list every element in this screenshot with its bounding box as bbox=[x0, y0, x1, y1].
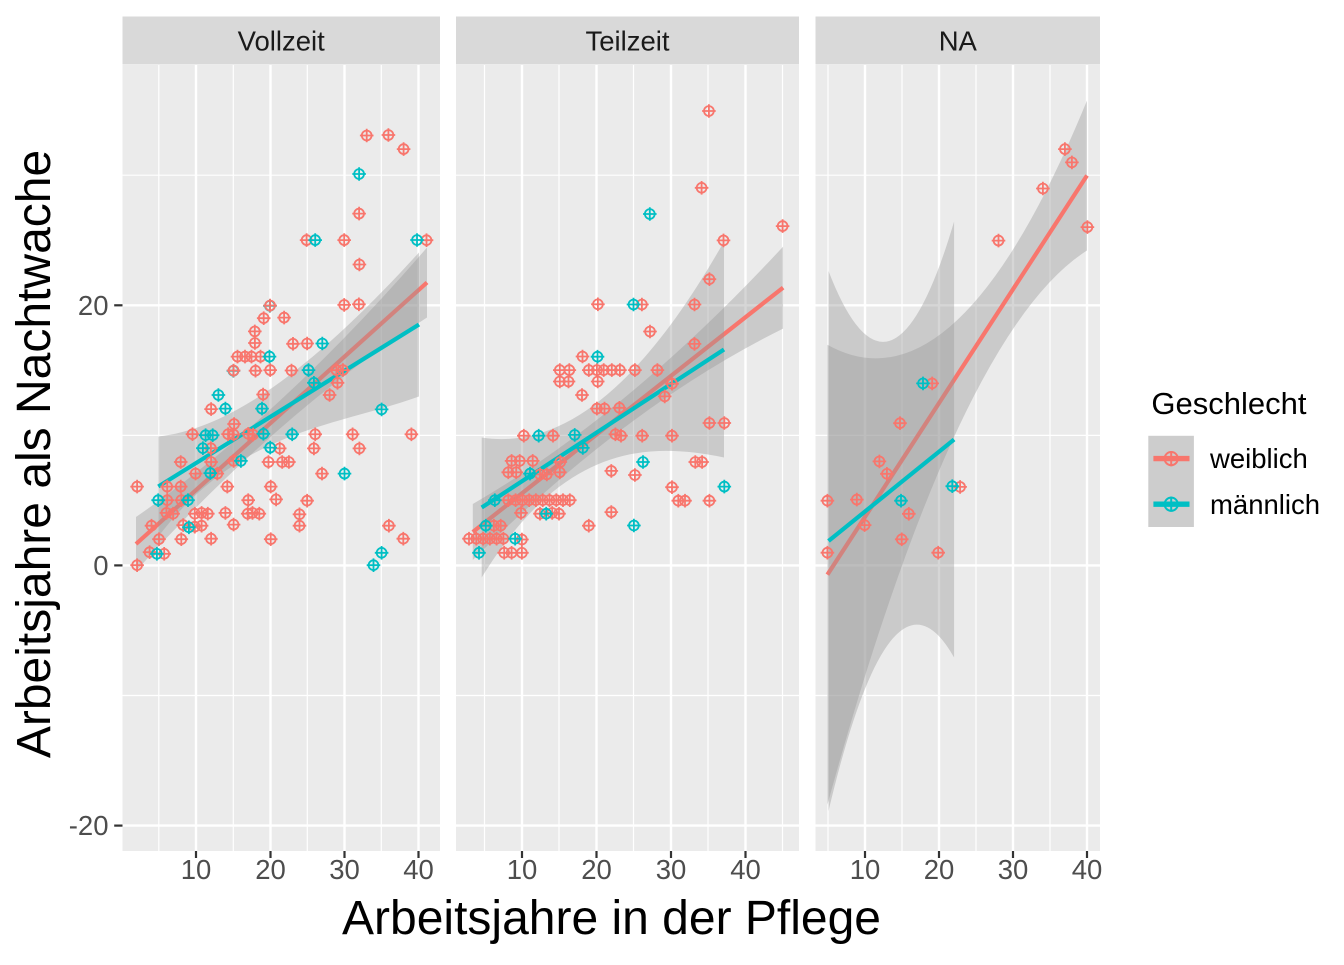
svg-text:männlich: männlich bbox=[1210, 489, 1320, 520]
svg-text:40: 40 bbox=[403, 854, 434, 885]
svg-text:20: 20 bbox=[924, 854, 955, 885]
svg-text:NA: NA bbox=[939, 26, 978, 57]
svg-text:30: 30 bbox=[656, 854, 687, 885]
svg-text:40: 40 bbox=[730, 854, 761, 885]
svg-text:Geschlecht: Geschlecht bbox=[1151, 386, 1306, 421]
svg-text:40: 40 bbox=[1072, 854, 1103, 885]
svg-text:10: 10 bbox=[507, 854, 538, 885]
svg-text:weiblich: weiblich bbox=[1209, 443, 1308, 474]
svg-text:20: 20 bbox=[581, 854, 612, 885]
svg-text:0: 0 bbox=[93, 550, 108, 581]
svg-text:10: 10 bbox=[181, 854, 212, 885]
svg-text:20: 20 bbox=[78, 290, 109, 321]
svg-text:Vollzeit: Vollzeit bbox=[238, 26, 325, 57]
svg-text:30: 30 bbox=[998, 854, 1029, 885]
svg-text:-20: -20 bbox=[69, 810, 109, 841]
svg-text:20: 20 bbox=[255, 854, 286, 885]
svg-text:10: 10 bbox=[850, 854, 881, 885]
svg-text:30: 30 bbox=[329, 854, 360, 885]
svg-text:Arbeitsjahre in der Pflege: Arbeitsjahre in der Pflege bbox=[342, 892, 881, 945]
svg-text:Arbeitsjahre als Nachtwache: Arbeitsjahre als Nachtwache bbox=[8, 150, 61, 758]
svg-text:Teilzeit: Teilzeit bbox=[585, 26, 669, 57]
